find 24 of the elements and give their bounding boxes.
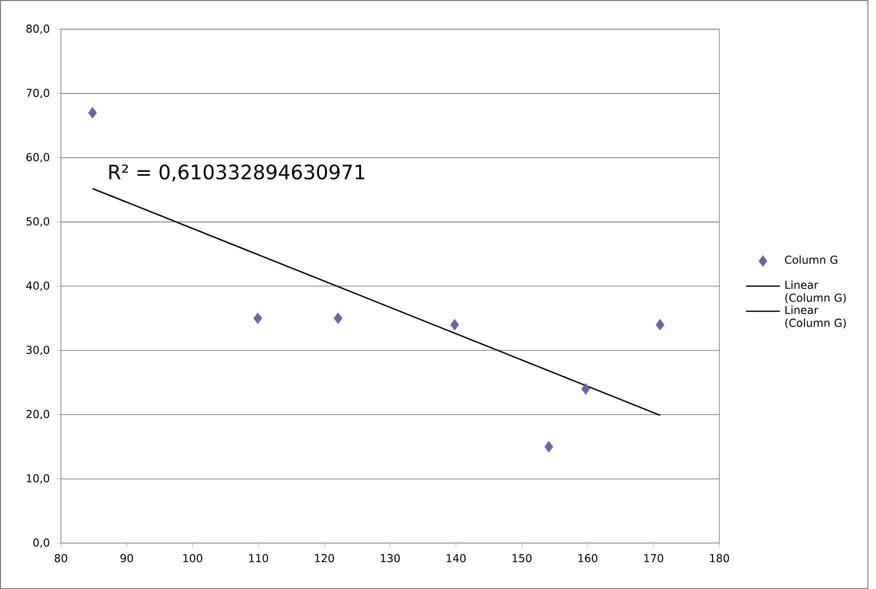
y-tick-label: 0,0	[33, 538, 50, 548]
y-tick-label: 30,0	[26, 346, 50, 356]
x-tick-label: 90	[120, 554, 133, 562]
y-tick-label: 80,0	[26, 24, 50, 34]
annotation: R² = 0,610332894630971	[109, 164, 364, 182]
x-tick-label: 150	[512, 554, 532, 562]
legend-label: Linear (Column G)	[785, 280, 846, 304]
y-tick-label: 10,0	[26, 474, 50, 484]
x-tick-label: 170	[644, 554, 664, 562]
x-tick-label: 160	[578, 554, 598, 562]
x-tick-label: 100	[183, 554, 202, 562]
legend-label: Column G	[785, 255, 838, 264]
y-tick-label: 70,0	[26, 88, 50, 98]
x-tick-label: 140	[446, 554, 466, 562]
y-tick-label: 20,0	[26, 410, 50, 420]
x-tick-label: 110	[249, 554, 268, 562]
x-tick-label: 130	[380, 554, 400, 562]
x-tick-label: 80	[54, 554, 68, 562]
y-tick-label: 60,0	[26, 152, 50, 162]
x-tick-label: 180	[710, 554, 730, 562]
y-tick-label: 50,0	[26, 217, 50, 227]
x-tick-label: 120	[315, 554, 334, 562]
y-tick-label: 40,0	[26, 281, 50, 291]
legend-label: Linear (Column G)	[785, 306, 846, 328]
